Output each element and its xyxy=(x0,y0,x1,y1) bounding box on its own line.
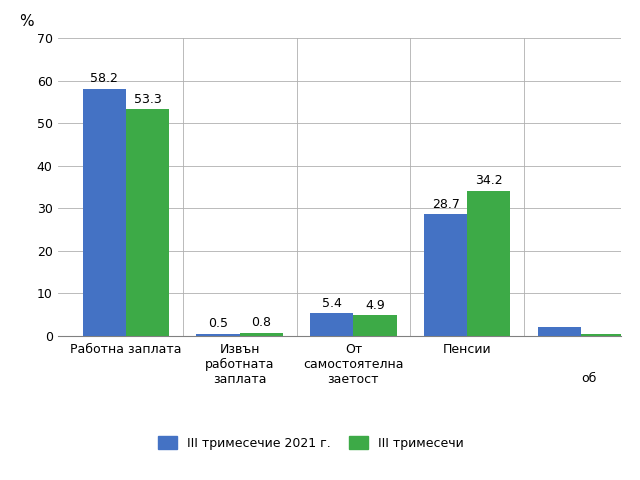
Bar xyxy=(353,315,397,336)
Text: 28.7: 28.7 xyxy=(431,198,460,211)
Text: 0.8: 0.8 xyxy=(252,316,271,329)
Text: 4.9: 4.9 xyxy=(365,299,385,312)
Text: 34.2: 34.2 xyxy=(475,174,502,187)
Bar xyxy=(83,89,126,336)
Bar xyxy=(196,334,239,336)
Bar xyxy=(581,334,624,336)
Text: 5.4: 5.4 xyxy=(322,297,342,310)
Bar xyxy=(126,109,169,336)
Text: 53.3: 53.3 xyxy=(134,93,161,106)
Text: 0.5: 0.5 xyxy=(208,317,228,330)
Text: 58.2: 58.2 xyxy=(90,72,118,85)
Text: об: об xyxy=(581,372,596,384)
Bar xyxy=(424,214,467,336)
Y-axis label: %: % xyxy=(19,14,34,29)
Bar xyxy=(310,313,353,336)
Bar xyxy=(467,191,511,336)
Bar xyxy=(538,327,581,336)
Legend: III тримесечие 2021 г., III тримесечи: III тримесечие 2021 г., III тримесечи xyxy=(153,431,469,455)
Bar xyxy=(239,333,283,336)
